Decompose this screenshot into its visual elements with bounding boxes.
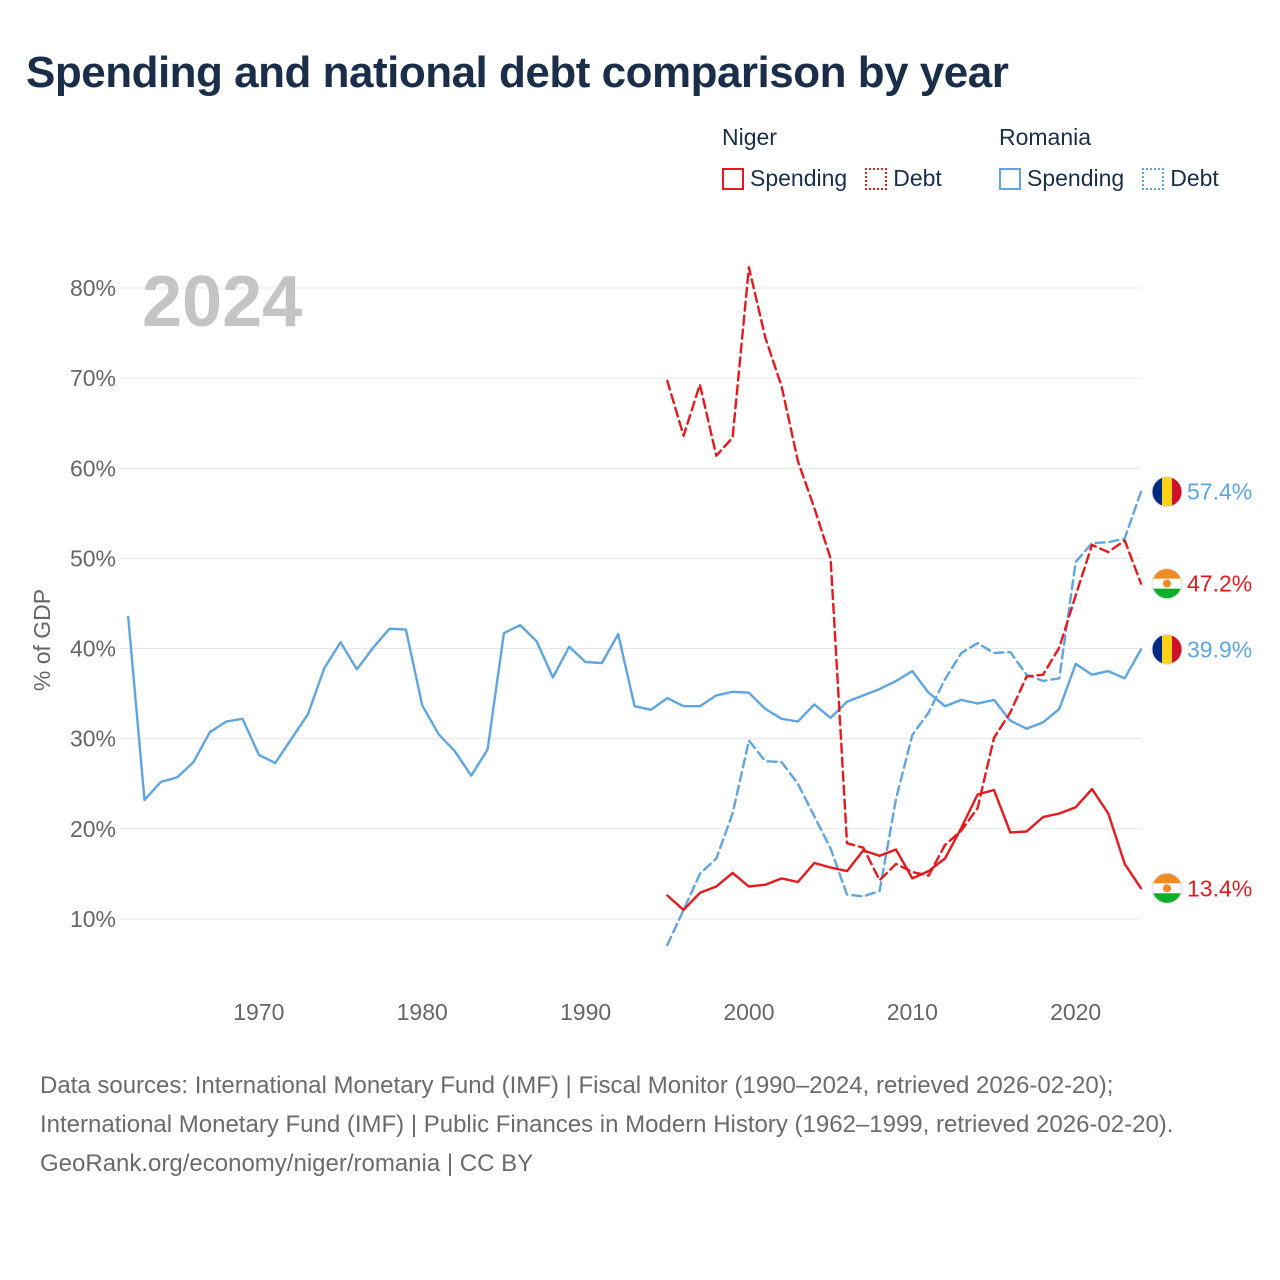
legend-swatch-dotted-icon: [865, 167, 888, 190]
end-value-label: 47.2%: [1187, 571, 1252, 597]
legend-romania: Romania Spending Debt: [999, 124, 1237, 192]
flag-stripe: [1152, 568, 1182, 580]
credit-link[interactable]: GeoRank.org/economy/niger/romania | CC B…: [40, 1150, 534, 1177]
grid: [120, 287, 1141, 920]
flag-stripes: [1152, 476, 1182, 507]
legend-romania-country: Romania: [999, 124, 1092, 150]
end-value-label: 13.4%: [1187, 875, 1252, 901]
romania-flag-icon: [1151, 633, 1183, 665]
flag-sun: [1163, 579, 1171, 588]
data-sources: Data sources: International Monetary Fun…: [40, 1072, 1174, 1138]
flag-outline: [1151, 476, 1183, 508]
legend-niger: Niger Spending Debt: [722, 124, 960, 192]
flag-outline: [1151, 633, 1183, 665]
year-watermark: 2024: [142, 262, 302, 342]
flag-stripes: [1152, 568, 1182, 599]
legend-label: Spending: [1027, 165, 1125, 191]
y-tick-label: 70%: [70, 365, 116, 391]
end-value-label: 39.9%: [1187, 636, 1252, 662]
flag-stripe: [1172, 634, 1182, 665]
x-tick-label: 1980: [397, 999, 448, 1025]
flag-outline: [1151, 872, 1183, 904]
niger-flag-icon: [1151, 568, 1183, 600]
end-markers: 39.9% 57.4% 13.4% 47.2%: [1151, 476, 1252, 904]
y-tick-label: 60%: [70, 455, 116, 481]
flag-stripes: [1152, 873, 1182, 904]
flag-stripe: [1152, 588, 1182, 599]
legend-swatch-dotted-icon: [1142, 167, 1165, 190]
flag-stripe: [1152, 634, 1163, 665]
series-layer: [126, 266, 1143, 947]
flag-stripes: [1152, 634, 1182, 665]
legend-label: Debt: [1170, 165, 1219, 191]
legend-label: Debt: [893, 165, 942, 191]
niger-flag-icon: [1151, 872, 1183, 904]
flag-stripe: [1152, 893, 1182, 904]
x-axis: 1970 1980 1990 2000 2010 2020: [233, 999, 1101, 1025]
niger-debt-line[interactable]: [666, 266, 1143, 882]
legend-swatch-solid-icon: [999, 167, 1021, 190]
y-tick-label: 20%: [70, 816, 116, 842]
chart-title: Spending and national debt comparison by…: [26, 48, 1009, 97]
legend-label: Spending: [750, 165, 848, 191]
x-tick-label: 2010: [887, 999, 938, 1025]
legend-niger-spending[interactable]: Spending: [722, 165, 847, 192]
y-tick-label: 50%: [70, 545, 116, 571]
y-tick-label: 30%: [70, 726, 116, 752]
flag-stripe: [1152, 476, 1163, 507]
niger-spending-line[interactable]: [666, 787, 1143, 912]
x-tick-label: 2000: [723, 999, 774, 1025]
line-chart: 2024 10%20%30%40%50%60%70%80% 1970 1980 19…: [29, 262, 1252, 1025]
romania-debt-line[interactable]: [666, 490, 1143, 947]
flag-stripe: [1162, 634, 1173, 665]
legend-romania-debt[interactable]: Debt: [1142, 165, 1219, 192]
flag-stripe: [1152, 873, 1182, 884]
flag-sun: [1163, 884, 1171, 893]
y-tick-label: 40%: [70, 636, 116, 662]
footer: Data sources: International Monetary Fun…: [40, 1066, 1240, 1183]
x-tick-label: 2020: [1050, 999, 1101, 1025]
y-axis-label: % of GDP: [29, 589, 55, 691]
y-tick-label: 10%: [70, 906, 116, 932]
legend-niger-debt[interactable]: Debt: [865, 165, 942, 192]
flag-stripe: [1172, 476, 1182, 507]
y-axis: 10% 20% 30% 40% 50% 60% 70% 80%: [70, 275, 116, 932]
legend-romania-spending[interactable]: Spending: [999, 165, 1124, 192]
y-tick-label: 80%: [70, 275, 116, 301]
flag-stripe: [1162, 476, 1173, 507]
legend-niger-country: Niger: [722, 124, 777, 150]
romania-spending-line[interactable]: [126, 615, 1143, 802]
romania-flag-icon: [1151, 476, 1183, 508]
end-value-label: 57.4%: [1187, 479, 1252, 505]
flag-outline: [1151, 568, 1183, 600]
x-tick-label: 1990: [560, 999, 611, 1025]
x-tick-label: 1970: [233, 999, 284, 1025]
legend-swatch-solid-icon: [722, 167, 744, 190]
